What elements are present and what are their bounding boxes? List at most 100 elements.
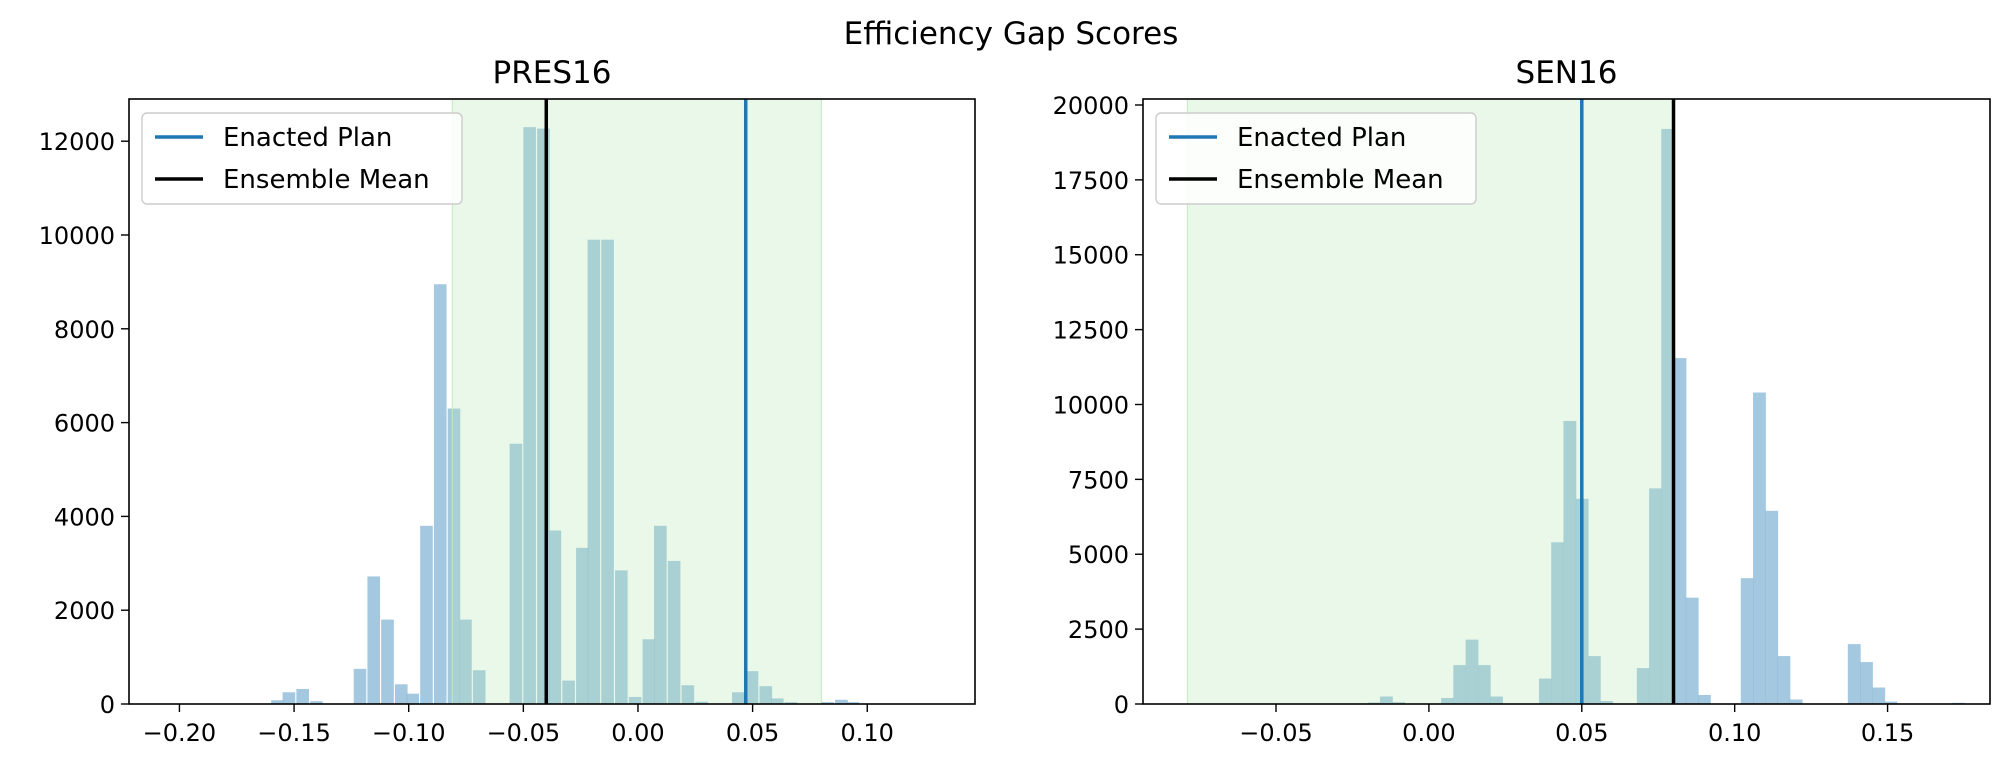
x-tick-label: −0.20 (143, 719, 217, 747)
x-tick-label: −0.10 (372, 719, 446, 747)
histogram-bar (846, 702, 860, 704)
chart-title: PRES16 (493, 55, 612, 91)
histogram-bar (695, 701, 708, 704)
x-tick-label: 0.05 (1555, 719, 1608, 747)
histogram-bar (381, 619, 394, 704)
y-tick-label: 0 (100, 691, 115, 719)
histogram-bar (1392, 702, 1406, 704)
x-tick-label: 0.10 (1708, 719, 1761, 747)
histogram-bar (1379, 696, 1393, 704)
histogram-bar (1441, 698, 1454, 704)
histogram-bar (1872, 687, 1886, 704)
histogram-bar (296, 688, 309, 704)
figure-suptitle: Efficiency Gap Scores (844, 16, 1179, 52)
histogram-bar (1636, 668, 1650, 704)
x-tick-label: 0.10 (841, 719, 894, 747)
histogram-bar (1685, 597, 1699, 704)
y-tick-label: 10000 (1053, 391, 1129, 419)
x-tick-label: 0.00 (1402, 719, 1455, 747)
y-tick-label: 10000 (39, 222, 115, 250)
histogram-bar (353, 668, 367, 704)
histogram-bar (1777, 656, 1791, 704)
chart-title: SEN16 (1516, 55, 1618, 91)
y-tick-label: 8000 (54, 316, 115, 344)
chart-sen16: SEN16 −0.05 0.00 0.05 0.10 0.15 0 2500 5000 7500 1… (1053, 55, 1991, 747)
histogram-bar (447, 408, 461, 704)
x-tick-label: 0.15 (1861, 719, 1914, 747)
histogram-bar (1465, 639, 1479, 704)
histogram-bar (1649, 488, 1662, 704)
histogram-bar (406, 693, 420, 704)
histogram-bar (310, 701, 323, 704)
x-tick-label: 0.00 (611, 719, 664, 747)
histogram-bar (282, 692, 296, 704)
y-tick-label: 2500 (1068, 616, 1129, 644)
legend-label-enacted: Enacted Plan (223, 123, 392, 153)
histogram-bar (1789, 699, 1803, 704)
histogram-bar (667, 560, 681, 704)
histogram-bar (615, 570, 628, 704)
histogram-bar (1765, 510, 1779, 704)
histogram-bar (1661, 128, 1675, 704)
histogram-bar (1600, 701, 1613, 704)
histogram-bar (1753, 392, 1766, 704)
histogram-bar (628, 696, 642, 704)
histogram-bar (770, 698, 784, 704)
y-tick-label: 17500 (1053, 167, 1129, 195)
histogram-bar (1453, 665, 1467, 704)
y-tick-label: 0 (1114, 691, 1129, 719)
histogram-bar (1587, 656, 1601, 704)
histogram-bar (1697, 695, 1711, 704)
histogram-bar (784, 702, 798, 704)
histogram-bar (433, 284, 447, 704)
y-tick-label: 15000 (1053, 242, 1129, 270)
y-tick-label: 4000 (54, 503, 115, 531)
histogram-bar (576, 547, 589, 704)
histogram-bar (562, 680, 575, 704)
y-tick-label: 12000 (39, 128, 115, 156)
legend-label-enacted: Enacted Plan (1237, 123, 1406, 153)
histogram-bar (472, 670, 486, 704)
histogram-bar (1847, 644, 1861, 704)
histogram-bar (509, 443, 523, 704)
histogram-bar (1673, 358, 1687, 704)
histogram-bar (587, 239, 601, 704)
legend-box (141, 112, 463, 205)
y-tick-label: 6000 (54, 410, 115, 438)
histogram-bar (523, 127, 536, 705)
y-tick-label: 7500 (1068, 466, 1129, 494)
legend-box (1155, 112, 1477, 205)
histogram-bar (745, 671, 759, 704)
histogram-bar (654, 525, 667, 704)
histogram-bar (835, 699, 848, 704)
y-tick-label: 12500 (1053, 317, 1129, 345)
histogram-bar (1563, 420, 1577, 704)
histogram-bar (1551, 542, 1565, 704)
y-tick-label: 2000 (54, 597, 115, 625)
histogram-bar (681, 685, 695, 704)
y-tick-label: 20000 (1053, 92, 1129, 120)
legend-label-mean: Ensemble Mean (1237, 165, 1444, 195)
x-tick-label: 0.05 (726, 719, 779, 747)
histogram-bar (1860, 662, 1873, 704)
histogram-bar (1490, 696, 1503, 704)
histogram-bar (1740, 578, 1754, 704)
histogram-bar (394, 684, 408, 704)
histogram-bar (759, 686, 773, 704)
histogram-bar (271, 700, 284, 704)
chart-pres16: PRES16 −0.20 −0.15 −0.10 −0.05 0.00 0.05 0.10 0 2… (39, 55, 976, 747)
y-tick-label: 5000 (1068, 541, 1129, 569)
histogram-bar (601, 239, 614, 704)
plot-frame (128, 98, 976, 705)
histogram-bar (548, 530, 562, 704)
histogram-bar (1538, 678, 1552, 704)
histogram-bar (367, 576, 381, 704)
histogram-bar (420, 525, 433, 704)
histogram-bar (1477, 665, 1491, 704)
histogram-bar (1884, 701, 1898, 704)
confidence-band (451, 98, 822, 705)
histogram-bar (821, 702, 834, 704)
histogram-bar (459, 619, 472, 704)
x-tick-label: −0.15 (257, 719, 331, 747)
